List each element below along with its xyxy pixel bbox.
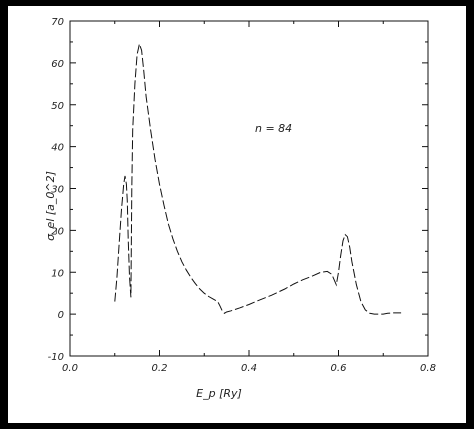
y-tick-label: 20 — [51, 226, 64, 237]
figure-panel: 0.0 0.2 0.4 0.6 0.8 -10 0 10 20 30 40 50 60 70 n = 84… — [8, 6, 466, 423]
cross-section-curve — [114, 42, 402, 315]
x-tick-label: 0.2 — [152, 363, 168, 374]
x-tick-label: 0.6 — [331, 363, 347, 374]
x-tick-label: 0.0 — [62, 363, 78, 374]
x-axis-label: E_p [Ry] — [196, 387, 242, 400]
annotation-text: n = 84 — [255, 122, 292, 135]
cross-section-chart: 0.0 0.2 0.4 0.6 0.8 -10 0 10 20 30 40 50 60 70 n = 84… — [44, 17, 436, 400]
y-tick-label: 0 — [58, 310, 64, 321]
x-tick-label: 0.8 — [420, 363, 436, 374]
y-tick-label: -10 — [48, 352, 64, 363]
y-axis-label: σ_el [a_0^2] — [44, 171, 57, 241]
x-tick-label: 0.4 — [241, 363, 257, 374]
y-tick-label: 70 — [51, 17, 64, 28]
y-tick-label: 10 — [51, 268, 64, 279]
y-tick-label: 60 — [51, 59, 64, 70]
y-tick-label: 50 — [51, 101, 64, 112]
plot-area-border — [69, 20, 429, 357]
y-tick-label: 40 — [51, 143, 64, 154]
y-tick-label: 30 — [51, 185, 64, 196]
